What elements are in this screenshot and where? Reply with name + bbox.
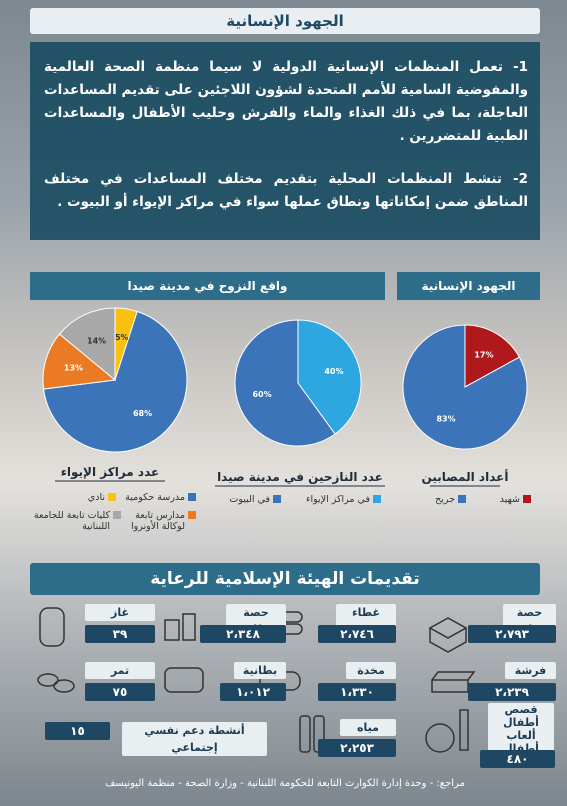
chart-title: عدد النازحين في مدينة صيدا [217, 470, 383, 484]
service-label: أنشطة دعم نفسي إجتماعي [122, 722, 267, 756]
legend-label: نادي [87, 492, 105, 503]
service-value: ٢،٧٩٣ [468, 625, 556, 643]
pie-slice [234, 319, 336, 447]
service-value: ٣٩ [85, 625, 155, 643]
legend-swatch [188, 493, 196, 501]
service-value: ٢،٧٤٦ [318, 625, 396, 643]
legend-label: في البيوت [229, 494, 270, 505]
legend-label: شهيد [499, 494, 520, 505]
service-label: غاز [85, 604, 155, 621]
section-title: تقديمات الهيئة الإسلامية للرعاية [150, 569, 420, 589]
icon-blanket [164, 667, 204, 693]
icon-book [459, 709, 469, 751]
slice-label: 14% [87, 336, 106, 345]
service-label: مياه [340, 719, 396, 736]
pie-slice [58, 307, 116, 382]
service-value: ١،٣٣٠ [318, 683, 396, 701]
pie-slice [43, 310, 188, 453]
slice-label: 5% [115, 333, 129, 342]
legend-label: جريح [435, 494, 455, 505]
section-title: واقع النزوح في مدينة صيدا [127, 279, 288, 293]
pie-charts: 17% 83% 40% 60% 5% 68% 13% 14% [42, 307, 528, 453]
service-value: ٤٨٠ [480, 750, 555, 768]
section-box [30, 272, 385, 300]
paragraph: 2- تنشط المنظمات المحلية بتقديم مختلف ال… [44, 171, 528, 210]
slice-label: 83% [436, 415, 455, 424]
pie-slice [464, 324, 521, 388]
section-box [30, 563, 540, 595]
service-value: ٢،٢٣٩ [468, 683, 556, 701]
service-value: ١،٠١٢ [220, 683, 286, 701]
legend-swatch [458, 495, 466, 503]
pie-slice [402, 324, 528, 450]
legend-swatch [273, 495, 281, 503]
section-box [397, 272, 540, 300]
legend-label: مدارس تابعة لوكالة الأونروا [131, 510, 185, 532]
service-value: ٢،٢٥٣ [318, 739, 396, 757]
section-title: الجهود الإنسانية [421, 279, 516, 293]
slice-label: 60% [252, 390, 271, 399]
icon-hygiene [182, 613, 196, 641]
legend-label: في مراكز الإيواء [306, 494, 370, 505]
legend-swatch [188, 511, 196, 519]
legend-swatch [108, 493, 116, 501]
paragraph: 1- تعمل المنظمات الإنسانية الدولية لا سي… [44, 59, 528, 144]
icon-hygiene [164, 619, 180, 641]
slice-label: 17% [474, 350, 493, 359]
legend-label: مدرسة حكومية [125, 492, 185, 503]
footer: مراجع: - وحدة إدارة الكوارث التابعة للحك… [105, 778, 465, 789]
page-title: الجهود الإنسانية [226, 12, 344, 30]
service-value: ١٥ [45, 722, 110, 740]
chart-title: أعداد المصابين [421, 470, 509, 484]
icon-bottle [299, 715, 311, 753]
service-label: فرشة [505, 662, 556, 679]
legend-swatch [373, 495, 381, 503]
pie-slice [297, 319, 362, 435]
service-value: ٢،٣٤٨ [200, 625, 286, 643]
service-label: مخدة [346, 662, 396, 679]
chart-title: عدد مراكز الإيواء [60, 465, 160, 479]
icon-ball [425, 723, 455, 753]
icon-box [428, 617, 468, 653]
legend-swatch [523, 495, 531, 503]
slice-label: 68% [133, 409, 152, 418]
legend-label: كليات تابعة للجامعة اللبنانية [33, 510, 110, 532]
icon-date [53, 679, 75, 693]
icon-date [37, 673, 59, 687]
title-box [30, 8, 540, 34]
slice-label: 13% [64, 363, 83, 372]
pie-slice [42, 333, 117, 390]
legend-swatch [113, 511, 121, 519]
service-label: بطانية [234, 662, 286, 679]
icon-gas [39, 607, 65, 647]
slice-label: 40% [324, 367, 343, 376]
service-label: تمر [85, 662, 155, 679]
service-value: ٧٥ [85, 683, 155, 701]
intro-box [30, 42, 540, 240]
